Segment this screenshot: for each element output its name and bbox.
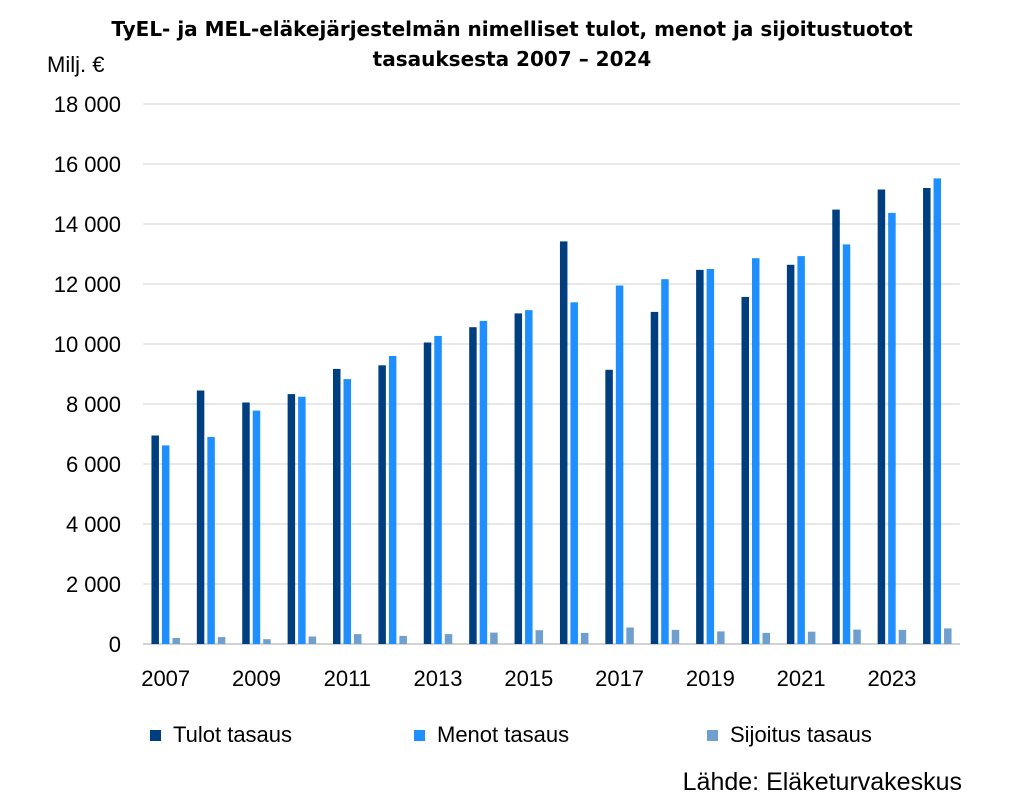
y-tick-label: 16 000: [54, 152, 121, 177]
bar-sijoitus-tasaus-2014: [490, 632, 498, 644]
bar-menot-tasaus-2008: [207, 437, 215, 644]
bar-sijoitus-tasaus-2020: [762, 632, 770, 644]
bar-menot-tasaus-2021: [797, 256, 805, 644]
y-tick-label: 4 000: [66, 512, 121, 537]
bar-tulot-tasaus-2009: [242, 402, 250, 644]
bar-menot-tasaus-2011: [343, 379, 351, 644]
bar-menot-tasaus-2020: [752, 258, 760, 644]
bar-menot-tasaus-2022: [842, 244, 851, 644]
bar-menot-tasaus-2009: [252, 410, 261, 644]
bar-tulot-tasaus-2024: [923, 188, 931, 644]
bar-tulot-tasaus-2008: [196, 390, 205, 644]
legend-label-menot: Menot tasaus: [437, 722, 570, 747]
x-axis-ticks: 2007 2009 2011 2013 2015 2017 2019 2021 2023: [141, 666, 916, 691]
bar-tulot-tasaus-2017: [605, 369, 613, 644]
x-tick-label: 2009: [232, 666, 281, 691]
legend-item-sijoitus: Sijoitus tasaus: [707, 722, 872, 748]
bar-menot-tasaus-2018: [661, 279, 669, 644]
legend-swatch-tulot: [150, 729, 161, 741]
y-tick-label: 8 000: [66, 392, 121, 417]
bar-tulot-tasaus-2023: [877, 189, 886, 644]
chart-subtitle: tasauksesta 2007 – 2024: [372, 47, 652, 71]
x-tick-label: 2021: [777, 666, 826, 691]
bar-tulot-tasaus-2012: [378, 365, 386, 644]
bars: [151, 178, 952, 644]
y-tick-label: 18 000: [54, 92, 121, 117]
chart-title: TyEL- ja MEL-eläkejärjestelmän nimellise…: [0, 14, 1024, 74]
bar-sijoitus-tasaus-2011: [354, 634, 362, 644]
legend-item-tulot: Tulot tasaus: [150, 722, 292, 748]
x-tick-label: 2019: [686, 666, 735, 691]
bar-menot-tasaus-2007: [161, 445, 170, 644]
bar-sijoitus-tasaus-2016: [580, 632, 589, 644]
bar-tulot-tasaus-2010: [287, 394, 296, 644]
bar-sijoitus-tasaus-2019: [717, 631, 725, 644]
bar-menot-tasaus-2010: [298, 396, 306, 644]
x-tick-label: 2017: [595, 666, 644, 691]
x-tick-label: 2011: [324, 666, 371, 691]
bar-tulot-tasaus-2021: [786, 264, 795, 644]
bar-tulot-tasaus-2013: [423, 342, 432, 644]
legend-swatch-menot: [414, 729, 425, 741]
bar-sijoitus-tasaus-2023: [898, 629, 907, 644]
y-tick-label: 2 000: [66, 572, 121, 597]
y-tick-label: 14 000: [54, 212, 121, 237]
x-tick-label: 2013: [414, 666, 463, 691]
bar-menot-tasaus-2016: [570, 302, 578, 644]
bar-sijoitus-tasaus-2007: [172, 638, 180, 644]
bar-tulot-tasaus-2018: [650, 311, 659, 644]
y-axis-label: Milj. €: [47, 52, 105, 77]
bar-sijoitus-tasaus-2008: [217, 637, 226, 644]
legend-swatch-sijoitus: [707, 729, 718, 741]
bar-sijoitus-tasaus-2012: [399, 635, 407, 644]
bar-menot-tasaus-2012: [388, 356, 397, 644]
bar-tulot-tasaus-2020: [741, 296, 749, 644]
bar-menot-tasaus-2017: [615, 285, 624, 644]
bar-menot-tasaus-2014: [479, 320, 488, 644]
bar-tulot-tasaus-2011: [333, 368, 341, 644]
legend-label-sijoitus: Sijoitus tasaus: [730, 722, 872, 747]
bar-sijoitus-tasaus-2018: [671, 629, 680, 644]
bar-tulot-tasaus-2016: [559, 241, 568, 644]
bar-sijoitus-tasaus-2022: [853, 629, 861, 644]
bar-menot-tasaus-2023: [888, 212, 896, 644]
bar-sijoitus-tasaus-2013: [444, 634, 453, 644]
chart-title-line-1: TyEL- ja MEL-eläkejärjestelmän nimellise…: [111, 17, 913, 41]
bar-menot-tasaus-2019: [706, 269, 715, 644]
bar-sijoitus-tasaus-2015: [535, 630, 544, 644]
legend-label-tulot: Tulot tasaus: [173, 722, 293, 747]
bar-tulot-tasaus-2014: [469, 327, 477, 644]
x-tick-label: 2023: [867, 666, 916, 691]
bar-sijoitus-tasaus-2010: [308, 636, 317, 644]
source-note: Lähde: Eläketurvakeskus: [682, 768, 962, 796]
y-tick-label: 6 000: [66, 452, 121, 477]
bar-tulot-tasaus-2022: [832, 209, 840, 644]
legend: Tulot tasaus Menot tasaus Sijoitus tasau…: [0, 722, 1024, 752]
bar-sijoitus-tasaus-2021: [807, 631, 816, 644]
bar-menot-tasaus-2015: [525, 310, 533, 644]
y-tick-label: 0: [109, 632, 121, 657]
bar-tulot-tasaus-2019: [696, 269, 704, 644]
bar-tulot-tasaus-2007: [151, 435, 159, 644]
bar-sijoitus-tasaus-2024: [944, 628, 952, 644]
legend-item-menot: Menot tasaus: [414, 722, 569, 748]
bar-sijoitus-tasaus-2017: [626, 627, 634, 644]
y-tick-label: 10 000: [54, 332, 121, 357]
gridlines: [143, 103, 960, 645]
y-axis-ticks: 0 2 000 4 000 6 000 8 000 10 000 12 000 14 000 1…: [54, 92, 121, 657]
bar-menot-tasaus-2024: [933, 178, 942, 644]
x-tick-label: 2015: [504, 666, 553, 691]
x-tick-label: 2007: [141, 666, 190, 691]
bar-sijoitus-tasaus-2009: [263, 639, 271, 644]
bar-tulot-tasaus-2015: [514, 313, 523, 644]
bar-menot-tasaus-2013: [434, 335, 442, 644]
y-tick-label: 12 000: [54, 272, 121, 297]
